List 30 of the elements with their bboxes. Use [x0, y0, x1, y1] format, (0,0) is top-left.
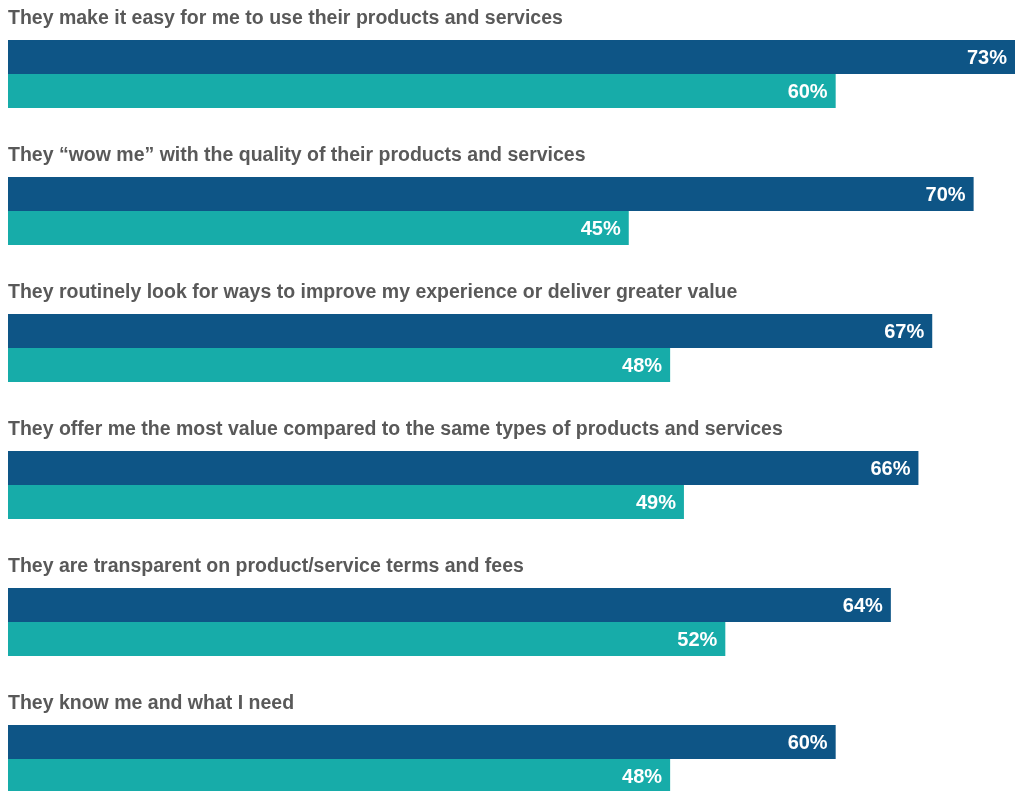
bar [8, 40, 1015, 74]
bar [8, 759, 671, 791]
y-tick-label: They offer me the most value compared to the same types of products and services [8, 417, 783, 439]
bar [8, 451, 919, 485]
data-label: 73% [966, 46, 1008, 69]
y-tick-label: They routinely look for ways to improve my experience or deliver greater value [8, 280, 738, 302]
data-label: 67% [884, 320, 925, 343]
data-label: 70% [925, 183, 966, 206]
data-label: 60% [787, 731, 828, 754]
bar [8, 314, 933, 348]
y-tick-label: They know me and what I need [8, 691, 295, 713]
y-tick-label: They make it easy for me to use their products and services [8, 6, 564, 28]
data-label: 52% [677, 628, 718, 651]
bar [8, 348, 671, 382]
bar [8, 485, 684, 519]
bar [8, 177, 974, 211]
data-label: 48% [622, 354, 663, 377]
data-label: 49% [635, 491, 677, 514]
bar [8, 588, 891, 622]
bar [8, 725, 836, 759]
data-label: 66% [870, 457, 911, 480]
data-label: 48% [622, 765, 663, 788]
bar [8, 622, 726, 656]
data-label: 45% [580, 217, 621, 240]
data-label: 64% [842, 594, 884, 617]
bar [8, 211, 629, 245]
y-tick-label: They are transparent on product/service terms and fees [8, 554, 524, 576]
data-label: 60% [787, 80, 828, 103]
y-tick-label: They “wow me” with the quality of their products and services [8, 143, 586, 165]
bar [8, 74, 836, 108]
